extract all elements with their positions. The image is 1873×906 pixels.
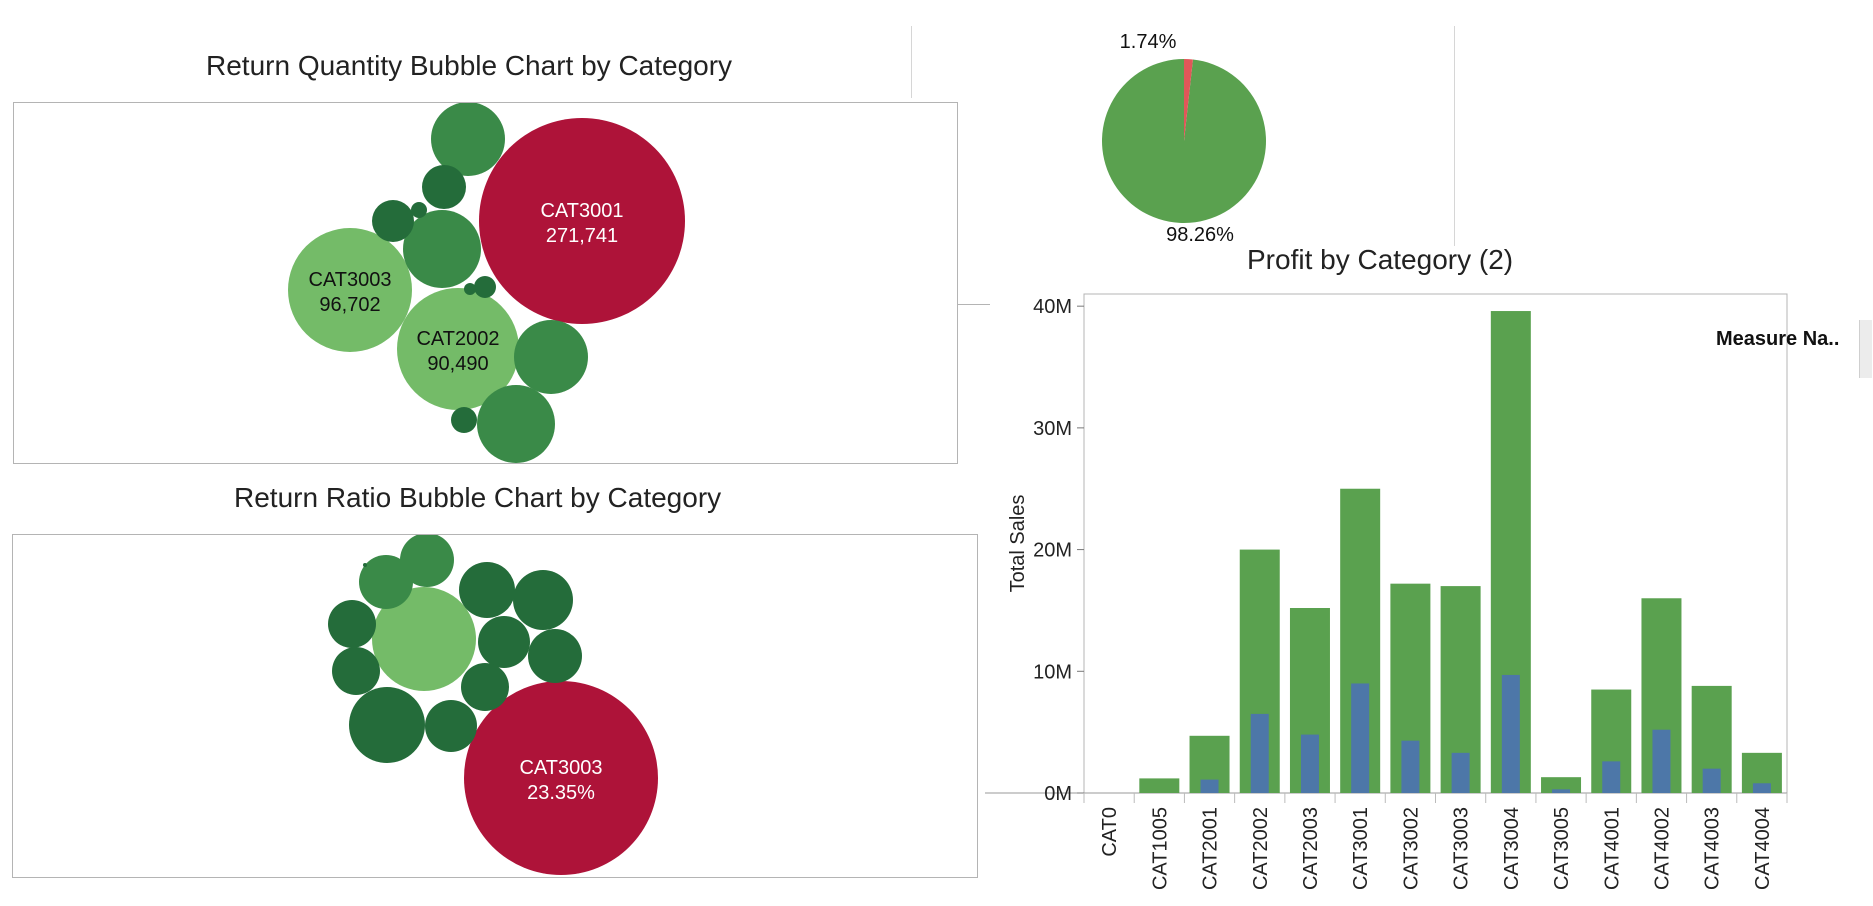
bar-secondary xyxy=(1250,713,1269,793)
x-tick-label: CAT2003 xyxy=(1300,807,1322,890)
bar-secondary xyxy=(1552,789,1571,793)
return-quantity-bubble xyxy=(464,283,476,295)
return-ratio-bubble xyxy=(328,600,376,648)
return-ratio-bubble xyxy=(372,587,476,691)
return-quantity-chart-title: Return Quantity Bubble Chart by Category xyxy=(206,50,733,81)
return-ratio-bubble xyxy=(478,616,530,668)
return-quantity-bubble xyxy=(288,228,412,352)
y-tick-label: 0M xyxy=(1044,783,1072,805)
bar-secondary xyxy=(1752,783,1771,793)
return-ratio-chart-frame: CAT3003 23.35% xyxy=(12,534,978,878)
legend-title: Measure Na.. xyxy=(1716,328,1840,350)
panel-divider-right xyxy=(1454,26,1455,246)
return-quantity-bubble xyxy=(477,385,555,463)
return-quantity-bubble xyxy=(411,202,427,218)
return-ratio-bubble xyxy=(459,562,515,618)
y-tick-label: 20M xyxy=(1033,540,1072,562)
return-quantity-bubble xyxy=(431,103,505,176)
legend-scroll-handle[interactable] xyxy=(1859,320,1872,378)
return-ratio-bubble xyxy=(464,681,658,875)
return-quantity-bubble xyxy=(403,210,481,288)
y-tick-label: 10M xyxy=(1033,661,1072,683)
y-axis-label: Total Sales xyxy=(1007,495,1029,593)
return-quantity-bubble-label: CAT3001 xyxy=(540,200,623,222)
return-ratio-bubble xyxy=(528,629,582,683)
return-quantity-bubble xyxy=(474,276,496,298)
x-tick-label: CAT4004 xyxy=(1752,807,1774,890)
x-tick-label: CAT4003 xyxy=(1702,807,1724,890)
return-quantity-bubble xyxy=(514,320,588,394)
bar-secondary xyxy=(1702,768,1721,793)
bar-secondary xyxy=(1200,779,1219,793)
return-quantity-bubble xyxy=(422,165,466,209)
return-quantity-bubble-value: 96,702 xyxy=(319,294,380,316)
bar-secondary xyxy=(1501,674,1520,793)
return-ratio-bubble xyxy=(400,535,454,587)
x-tick-label: CAT3003 xyxy=(1451,807,1473,890)
pie-slice xyxy=(1184,59,1193,141)
x-tick-label: CAT2001 xyxy=(1200,807,1222,890)
return-ratio-bubble xyxy=(425,700,477,752)
return-quantity-bubble-label: CAT3003 xyxy=(308,269,391,291)
return-quantity-bubble-chart: CAT3001 271,741 CAT3003 96,702 CAT2002 90,490 xyxy=(288,103,685,463)
bar-secondary xyxy=(1401,740,1420,793)
bar-secondary xyxy=(1300,734,1319,793)
panel-divider-horizontal xyxy=(958,304,990,305)
return-ratio-bubble xyxy=(461,663,509,711)
return-ratio-bubble-value: 23.35% xyxy=(527,782,595,804)
return-ratio-bubble-chart: CAT3003 23.35% xyxy=(328,535,658,875)
return-ratio-bubble xyxy=(359,555,413,609)
return-quantity-bubble xyxy=(451,407,477,433)
return-ratio-bubble-label: CAT3003 xyxy=(519,757,602,779)
x-tick-label: CAT3001 xyxy=(1350,807,1372,890)
return-quantity-bubble xyxy=(372,200,414,242)
profit-chart-title: Profit by Category (2) xyxy=(1247,244,1514,275)
return-quantity-chart-frame: CAT3001 271,741 CAT3003 96,702 CAT2002 90,490 xyxy=(13,102,958,464)
x-tick-label: CAT4002 xyxy=(1651,807,1673,890)
y-tick-label: 30M xyxy=(1033,418,1072,440)
return-quantity-bubble-value: 271,741 xyxy=(546,225,618,247)
bar-total xyxy=(1541,777,1582,793)
bar-total xyxy=(1139,778,1180,793)
x-tick-label: CAT4001 xyxy=(1601,807,1623,890)
y-tick-label: 40M xyxy=(1033,296,1072,318)
pie-slice-label: 1.74% xyxy=(1120,31,1177,53)
x-tick-label: CAT0 xyxy=(1099,807,1121,857)
panel-divider-left xyxy=(911,26,912,98)
return-ratio-chart-title: Return Ratio Bubble Chart by Category xyxy=(234,482,722,513)
return-ratio-bubble xyxy=(349,687,425,763)
x-tick-label: CAT2002 xyxy=(1250,807,1272,890)
return-ratio-bubble xyxy=(332,647,380,695)
return-quantity-bubble-value: 90,490 xyxy=(427,353,488,375)
return-ratio-bubble xyxy=(363,563,367,567)
bar-plot-frame xyxy=(1083,293,1788,794)
x-tick-label: CAT1005 xyxy=(1149,807,1171,890)
bar-secondary xyxy=(1652,729,1671,793)
x-tick-label: CAT3002 xyxy=(1400,807,1422,890)
bar-secondary xyxy=(1602,761,1621,793)
return-quantity-bubble-label: CAT2002 xyxy=(416,328,499,350)
x-tick-label: CAT3004 xyxy=(1501,807,1523,890)
profit-bar-chart: 0M 10M 20M 30M 40M Total Sales CAT0 CAT1005 CAT2… xyxy=(985,293,1788,890)
return-quantity-bubble xyxy=(397,288,519,410)
share-pie-chart: 98.26% 1.74% xyxy=(1102,31,1266,246)
return-ratio-bubble xyxy=(513,570,573,630)
x-tick-label: CAT3005 xyxy=(1551,807,1573,890)
return-quantity-bubble xyxy=(479,118,685,324)
pie-slice-label: 98.26% xyxy=(1166,224,1234,246)
bar-secondary xyxy=(1451,752,1470,793)
bar-secondary xyxy=(1351,683,1370,793)
